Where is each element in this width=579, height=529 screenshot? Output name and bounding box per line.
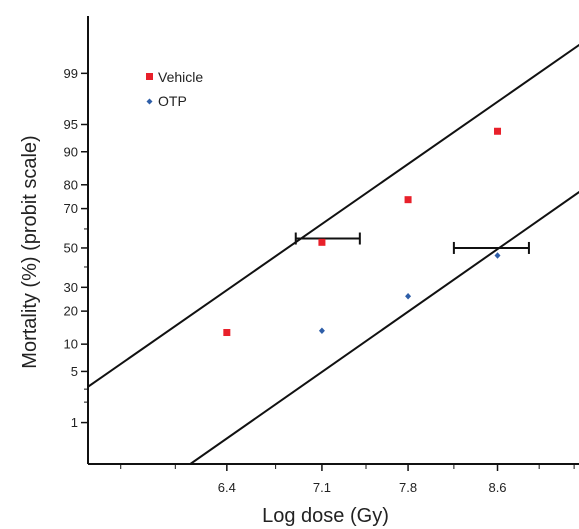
y-tick-label: 99 bbox=[64, 66, 78, 81]
data-points bbox=[223, 127, 502, 337]
y-tick-label: 5 bbox=[71, 364, 78, 379]
y-tick-label: 30 bbox=[64, 280, 78, 295]
y-tick-label: 80 bbox=[64, 177, 78, 192]
point-vehicle bbox=[404, 196, 412, 204]
point-otp bbox=[494, 252, 501, 259]
y-tick-label: 20 bbox=[64, 304, 78, 319]
point-vehicle bbox=[494, 127, 502, 135]
x-tick-label: 6.4 bbox=[218, 480, 236, 495]
point-otp bbox=[405, 293, 412, 300]
y-axis-title: Mortality (%) (probit scale) bbox=[19, 135, 41, 368]
fit-line-otp bbox=[189, 190, 579, 464]
y-tick-label: 95 bbox=[64, 117, 78, 132]
x-tick-label: 8.6 bbox=[488, 480, 506, 495]
point-vehicle bbox=[318, 238, 326, 246]
x-tick-label: 7.8 bbox=[399, 480, 417, 495]
legend-marker-vehicle bbox=[146, 73, 153, 80]
y-tick-label: 90 bbox=[64, 144, 78, 159]
y-axis-ticks: 1 5 10 20 30 50 70 80 90 95 99 bbox=[64, 66, 88, 430]
x-axis-title: Log dose (Gy) bbox=[262, 505, 389, 527]
fit-lines bbox=[88, 43, 579, 464]
y-tick-label: 50 bbox=[64, 240, 78, 255]
x-axis-ticks: 6.4 7.1 7.8 8.6 bbox=[120, 464, 575, 495]
ld50-error-bars bbox=[294, 232, 530, 254]
legend-marker-otp bbox=[146, 98, 153, 105]
legend-label-otp: OTP bbox=[158, 93, 187, 109]
fit-line-vehicle bbox=[88, 43, 579, 388]
x-tick-label: 7.1 bbox=[313, 480, 331, 495]
y-tick-label: 10 bbox=[64, 337, 78, 352]
y-tick-label: 1 bbox=[71, 415, 78, 430]
legend: Vehicle OTP bbox=[146, 69, 203, 109]
legend-label-vehicle: Vehicle bbox=[158, 69, 203, 85]
point-vehicle bbox=[223, 329, 231, 337]
y-tick-label: 70 bbox=[64, 201, 78, 216]
point-otp bbox=[318, 327, 325, 334]
